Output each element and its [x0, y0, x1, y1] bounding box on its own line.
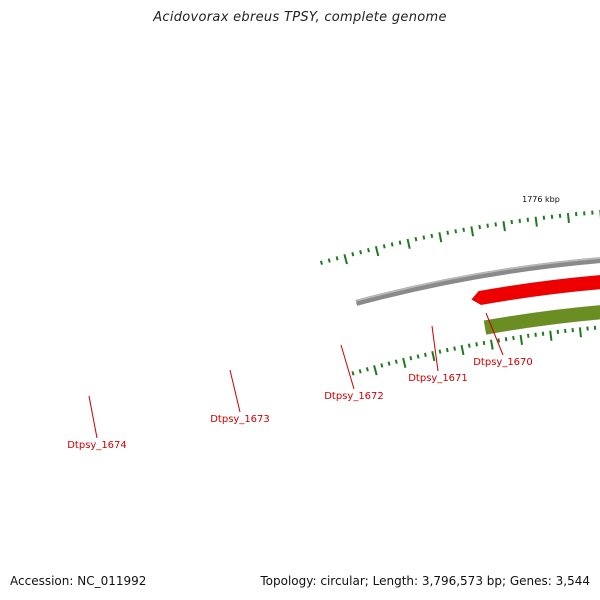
- tick-mark: [486, 223, 489, 228]
- gene-label: Dtpsy_1672: [324, 391, 384, 402]
- backbone-highlight: [355, 257, 600, 302]
- tick-mark: [462, 227, 466, 232]
- tick-mark: [534, 332, 537, 337]
- tick-mark: [478, 224, 482, 230]
- tick-layer: [319, 209, 600, 376]
- tick-mark: [423, 352, 427, 358]
- gene-leader: [431, 325, 439, 372]
- tick-mark: [390, 242, 394, 247]
- tick-mark: [494, 222, 498, 227]
- gene-leader: [229, 369, 241, 413]
- tick-mark: [394, 359, 398, 364]
- accession-label: Accession: NC_011992: [10, 574, 147, 588]
- gene-label: Dtpsy_1670: [473, 357, 533, 368]
- tick-mark: [467, 343, 471, 348]
- tick-mark: [504, 337, 508, 342]
- tick-mark: [343, 254, 348, 265]
- gene-leader: [485, 312, 504, 356]
- tick-mark: [431, 351, 436, 362]
- feature-layer: [471, 274, 600, 335]
- tick-mark: [409, 356, 413, 361]
- tick-mark: [518, 218, 522, 223]
- tick-mark: [365, 367, 369, 372]
- tick-mark: [541, 331, 545, 336]
- gene-label: Dtpsy_1674: [67, 440, 127, 451]
- tick-mark: [351, 371, 355, 376]
- tick-mark: [414, 237, 418, 242]
- tick-mark: [454, 229, 458, 234]
- tick-mark: [438, 349, 442, 354]
- tick-mark: [406, 238, 411, 249]
- tick-mark: [382, 244, 386, 249]
- tick-mark: [578, 327, 582, 338]
- tick-mark: [373, 365, 378, 376]
- tick-mark: [335, 256, 339, 261]
- tick-mark: [549, 330, 553, 341]
- backbone-layer: [355, 257, 600, 306]
- map-title: Acidovorax ebreus TPSY, complete genome: [153, 10, 447, 25]
- tick-mark: [438, 232, 443, 243]
- tick-mark: [380, 363, 384, 368]
- tick-mark: [490, 339, 494, 350]
- tick-mark: [526, 333, 530, 338]
- tick-mark: [374, 246, 380, 257]
- tick-mark: [446, 230, 450, 235]
- gene-leader: [88, 395, 98, 439]
- tick-mark: [319, 260, 323, 265]
- tick-mark: [566, 212, 570, 224]
- tick-mark: [475, 342, 478, 347]
- gene-leader: [340, 344, 355, 390]
- tick-mark: [430, 233, 434, 239]
- tick-mark: [398, 240, 402, 245]
- tick-mark: [358, 369, 362, 374]
- gene-feature: [483, 305, 600, 335]
- tick-mark: [502, 221, 506, 232]
- tick-mark: [519, 334, 524, 345]
- gene-label: Dtpsy_1673: [210, 414, 270, 425]
- tick-mark: [497, 338, 501, 343]
- gene-feature: [471, 274, 600, 306]
- tick-mark: [534, 216, 538, 227]
- tick-mark: [460, 344, 465, 356]
- tick-mark: [367, 247, 370, 253]
- tick-mark: [512, 335, 515, 341]
- tick-mark: [416, 354, 420, 359]
- tick-mark: [387, 361, 391, 366]
- label-layer: 1769 kbp1770 kbp1771 kbp1772 kbp1773 kbp…: [67, 195, 560, 451]
- tick-mark: [445, 347, 449, 353]
- gene-label: Dtpsy_1671: [408, 373, 468, 384]
- tick-mark: [510, 219, 514, 225]
- tick-mark: [359, 249, 363, 255]
- tick-mark: [453, 346, 456, 351]
- tick-mark: [470, 226, 475, 237]
- tick-mark: [351, 251, 355, 257]
- tick-mark: [482, 340, 486, 346]
- backbone-arc: [355, 257, 600, 306]
- tick-mark: [526, 217, 530, 222]
- genome-summary: Topology: circular; Length: 3,796,573 bp…: [260, 574, 590, 588]
- tick-mark: [327, 258, 331, 263]
- tick-label: 1776 kbp: [522, 195, 560, 204]
- tick-mark: [422, 235, 426, 240]
- tick-mark: [402, 357, 407, 368]
